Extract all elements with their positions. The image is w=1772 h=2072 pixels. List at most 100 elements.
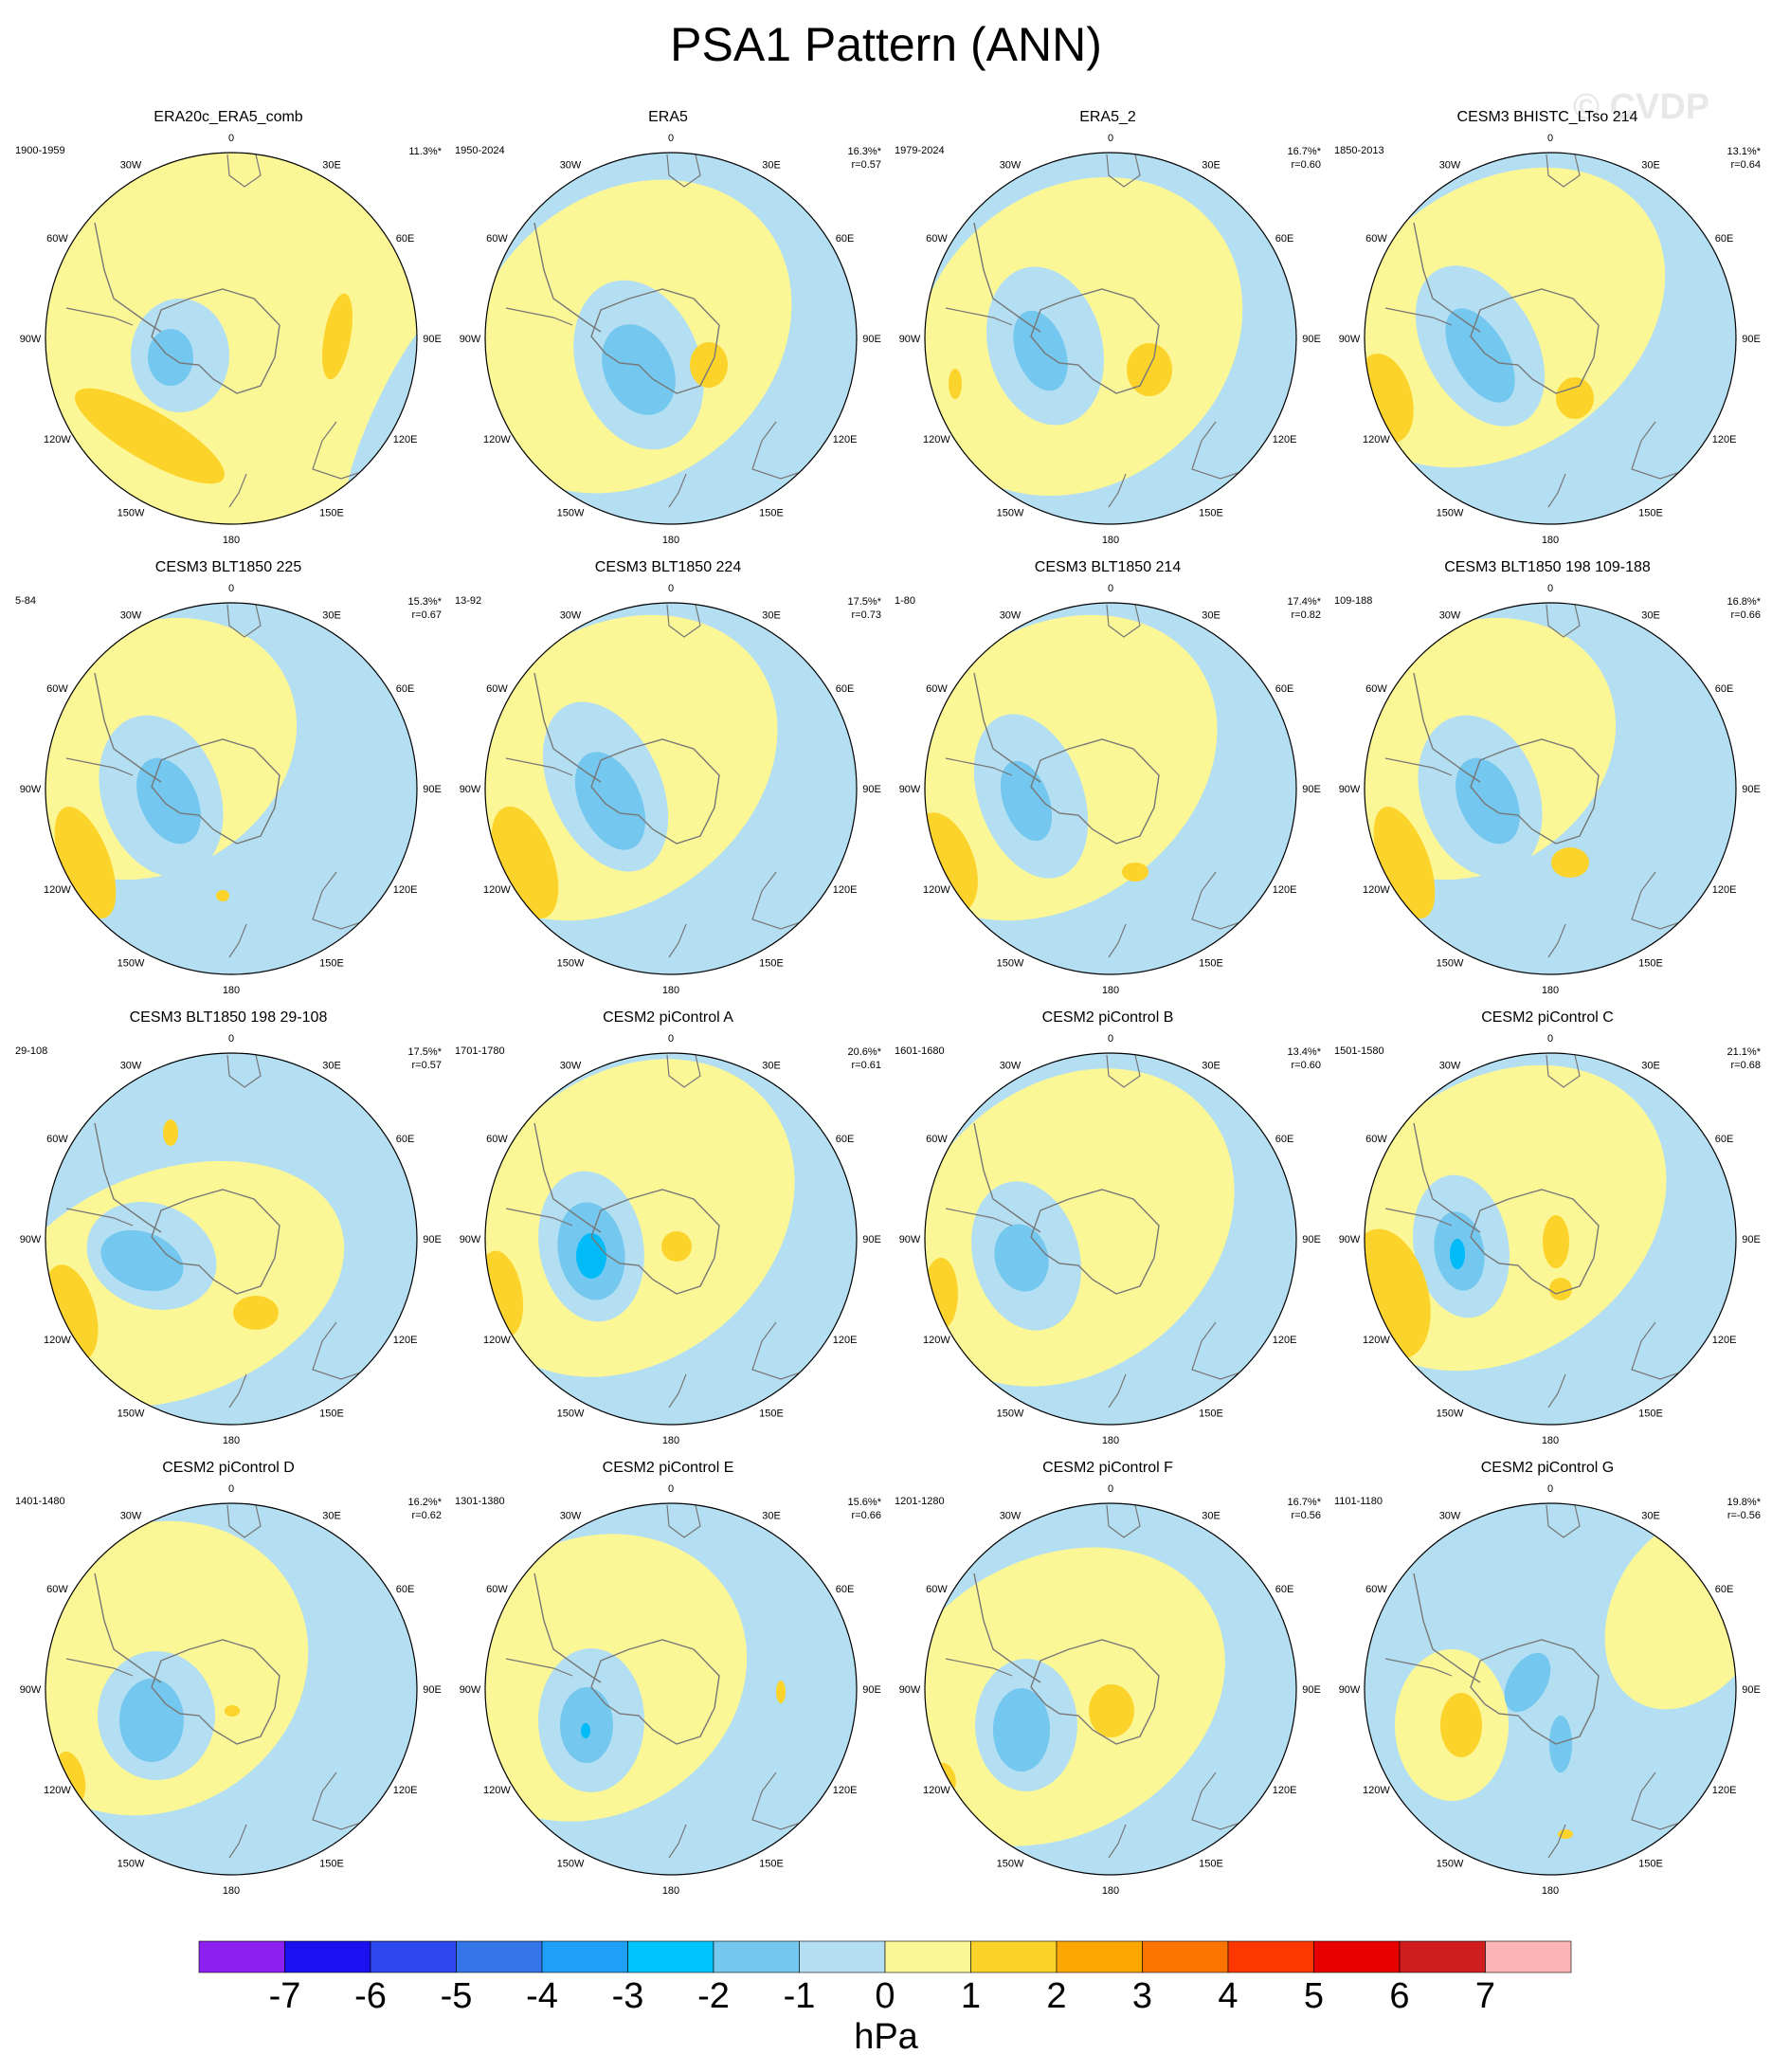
panel-period: 1401-1480 bbox=[15, 1496, 65, 1507]
longitude-label: 180 bbox=[1102, 1435, 1119, 1446]
map-boundary bbox=[924, 1502, 1297, 1876]
south-america-coastline bbox=[94, 672, 162, 783]
negative-anomaly-contour bbox=[1450, 1239, 1465, 1269]
longitude-label: 90W bbox=[1339, 784, 1361, 795]
new-zealand-coastline bbox=[1547, 1373, 1566, 1409]
polar-map: 0 30E 60E 90E 120E 150E 180 150W 120W 90W 60W 30W bbox=[1339, 1033, 1761, 1446]
colorbar-segment bbox=[1399, 1940, 1486, 1973]
map-panel: ERA5_2 1979-2024 16.7%* r=0.60 0 30E 60E 90E 120… bbox=[889, 109, 1327, 554]
south-america-coastline bbox=[505, 1208, 573, 1227]
longitude-label: 0 bbox=[1108, 583, 1113, 594]
colorbar-tick-label: -4 bbox=[526, 1976, 558, 2016]
longitude-label: 30E bbox=[322, 1510, 341, 1521]
panel-variance-stats: 16.8%* r=0.66 bbox=[1727, 595, 1761, 622]
longitude-label: 60E bbox=[1715, 233, 1734, 245]
map-boundary bbox=[484, 1052, 858, 1426]
map-panel: CESM2 piControl B 1601-1680 13.4%* r=0.60 0 3… bbox=[889, 1009, 1327, 1455]
antarctica-coastline bbox=[1470, 288, 1600, 394]
map-panel: CESM2 piControl A 1701-1780 20.6%* r=0.61 0 3… bbox=[449, 1009, 887, 1455]
colorbar-segment bbox=[1142, 1940, 1229, 1973]
longitude-label: 30E bbox=[1641, 609, 1660, 621]
longitude-label: 30E bbox=[762, 609, 781, 621]
panel-percent-variance: 16.7%* bbox=[1287, 146, 1321, 157]
longitude-label: 90E bbox=[1302, 1234, 1321, 1245]
longitude-label: 180 bbox=[1542, 985, 1559, 996]
longitude-label: 120E bbox=[1712, 884, 1737, 896]
longitude-label: 30E bbox=[762, 1510, 781, 1521]
panel-pattern-correlation: r=0.60 bbox=[1291, 159, 1322, 171]
panel-variance-stats: 16.7%* r=0.56 bbox=[1288, 1496, 1321, 1522]
map-panel: CESM3 BLT1850 214 1-80 17.4%* r=0.82 0 30E 60E… bbox=[889, 559, 1327, 1005]
colorbar-tick-label: 4 bbox=[1218, 1976, 1239, 2016]
panel-period: 1701-1780 bbox=[455, 1045, 505, 1057]
south-america-coastline bbox=[533, 1572, 602, 1683]
panel-percent-variance: 17.5%* bbox=[847, 596, 881, 608]
colorbar-tick-label: -7 bbox=[268, 1976, 301, 2016]
longitude-label: 120W bbox=[44, 1785, 71, 1796]
longitude-label: 30W bbox=[1000, 609, 1022, 621]
new-zealand-coastline bbox=[1108, 923, 1127, 958]
negative-anomaly-contour bbox=[576, 1233, 606, 1279]
colorbar-segment bbox=[284, 1940, 371, 1973]
south-america-coastline bbox=[533, 672, 602, 783]
longitude-label: 60W bbox=[486, 1134, 508, 1145]
colorbar-tick-label: 7 bbox=[1474, 1976, 1496, 2016]
antarctica-coastline bbox=[1470, 1189, 1600, 1295]
south-america-coastline bbox=[945, 307, 1013, 326]
longitude-label: 60E bbox=[1275, 233, 1294, 245]
positive-anomaly-contour bbox=[225, 1705, 240, 1717]
longitude-label: 180 bbox=[662, 1885, 679, 1897]
polar-map: 0 30E 60E 90E 120E 150E 180 150W 120W 90W 60W 30W bbox=[1339, 133, 1761, 546]
longitude-label: 120E bbox=[393, 884, 418, 896]
south-america-coastline bbox=[973, 222, 1041, 333]
longitude-label: 90W bbox=[1339, 334, 1361, 345]
longitude-label: 60W bbox=[46, 1134, 68, 1145]
africa-coastline bbox=[1546, 154, 1581, 188]
colorbar-tick-label: 1 bbox=[960, 1976, 982, 2016]
panel-variance-stats: 21.1%* r=0.68 bbox=[1727, 1045, 1761, 1072]
africa-coastline bbox=[226, 1504, 262, 1538]
panel-pattern-correlation: r=0.60 bbox=[1291, 1060, 1322, 1071]
longitude-label: 90W bbox=[899, 1234, 921, 1245]
panel-pattern-correlation: r=0.66 bbox=[1730, 609, 1762, 621]
panel-title: CESM3 BLT1850 214 bbox=[1034, 559, 1182, 575]
longitude-label: 0 bbox=[1108, 133, 1113, 144]
longitude-label: 120W bbox=[1363, 434, 1390, 445]
colorbar-segment bbox=[1313, 1940, 1401, 1973]
colorbar-segment bbox=[456, 1940, 543, 1973]
longitude-label: 150W bbox=[118, 1409, 145, 1420]
negative-anomaly-contour bbox=[100, 1229, 184, 1292]
longitude-label: 150E bbox=[759, 1409, 784, 1420]
map-boundary bbox=[484, 152, 858, 525]
new-zealand-coastline bbox=[1547, 473, 1566, 508]
antarctica-coastline bbox=[151, 288, 280, 394]
longitude-label: 30W bbox=[560, 1510, 582, 1521]
longitude-label: 120E bbox=[393, 1335, 418, 1346]
panel-title: CESM2 piControl E bbox=[602, 1460, 734, 1476]
panel-percent-variance: 13.4%* bbox=[1287, 1046, 1321, 1058]
panel-variance-stats: 11.3%* bbox=[408, 145, 442, 158]
longitude-label: 120W bbox=[1363, 884, 1390, 896]
map-boundary bbox=[1364, 1052, 1737, 1426]
longitude-label: 30W bbox=[1439, 1060, 1461, 1071]
south-america-coastline bbox=[65, 1658, 134, 1677]
colorbar-segment bbox=[370, 1940, 457, 1973]
longitude-label: 120E bbox=[1712, 1335, 1737, 1346]
africa-coastline bbox=[1106, 1054, 1141, 1088]
new-zealand-coastline bbox=[1108, 1824, 1127, 1859]
longitude-label: 180 bbox=[223, 535, 240, 546]
longitude-label: 150E bbox=[319, 958, 344, 970]
longitude-label: 120E bbox=[833, 884, 858, 896]
longitude-label: 30W bbox=[120, 1510, 142, 1521]
colorbar-tick-label: 3 bbox=[1131, 1976, 1153, 2016]
polar-map: 0 30E 60E 90E 120E 150E 180 150W 120W 90W 60W 30W bbox=[1339, 583, 1761, 996]
panel-percent-variance: 21.1%* bbox=[1727, 1046, 1761, 1058]
positive-anomaly-contour bbox=[1373, 807, 1436, 918]
africa-coastline bbox=[1106, 604, 1141, 638]
south-america-coastline bbox=[533, 222, 602, 333]
longitude-label: 90W bbox=[1339, 1234, 1361, 1245]
panel-pattern-correlation: r=0.62 bbox=[411, 1510, 443, 1521]
colorbar-tick-label: -3 bbox=[611, 1976, 644, 2016]
panel-variance-stats: 13.1%* r=0.64 bbox=[1727, 145, 1761, 172]
longitude-label: 120W bbox=[44, 1335, 71, 1346]
